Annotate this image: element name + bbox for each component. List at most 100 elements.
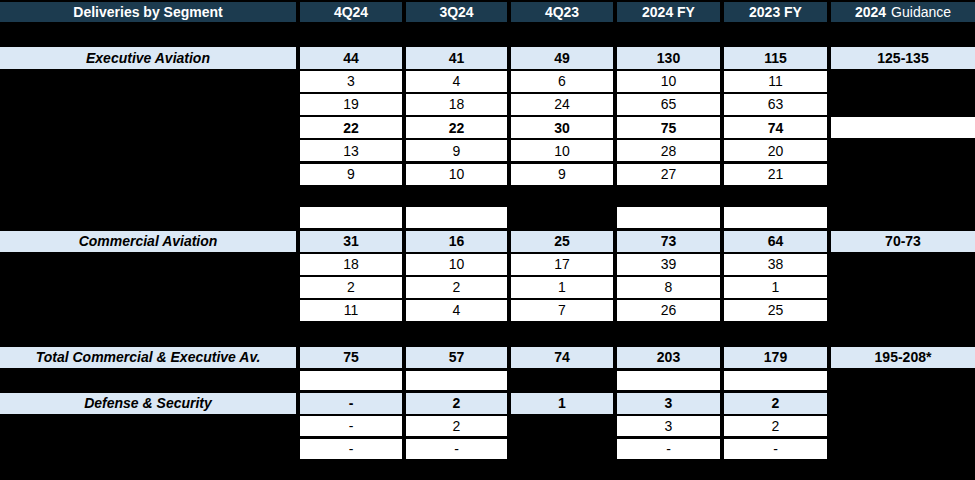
empty-cell <box>300 371 402 391</box>
empty-cell <box>300 207 402 228</box>
data-cell: 30 <box>511 117 613 138</box>
data-cell: 25 <box>511 231 613 252</box>
data-cell: - <box>617 439 720 459</box>
data-cell: 7 <box>511 300 613 321</box>
data-cell: 13 <box>300 140 402 161</box>
data-cell: 18 <box>300 254 402 275</box>
data-cell: 2 <box>406 393 507 414</box>
empty-cell <box>406 207 507 228</box>
data-cell: 63 <box>724 94 827 115</box>
empty-cell <box>724 371 827 391</box>
data-cell: 74 <box>511 347 613 369</box>
col-header-2023fy: 2023 FY <box>724 2 827 22</box>
data-cell: 10 <box>406 164 507 185</box>
data-cell: 8 <box>617 277 720 298</box>
data-cell: - <box>406 439 507 459</box>
guidance-word: Guidance <box>891 5 951 19</box>
data-cell: 2 <box>406 277 507 298</box>
data-cell: 27 <box>617 164 720 185</box>
table-row: 11 4 7 26 25 <box>0 300 975 321</box>
data-cell: 75 <box>617 117 720 138</box>
data-cell: - <box>300 393 402 414</box>
data-cell: 16 <box>406 231 507 252</box>
section-row-total: Total Commercial & Executive Av. 75 57 7… <box>0 347 975 369</box>
data-cell: 2 <box>724 393 827 414</box>
table-row: 18 10 17 39 38 <box>0 254 975 275</box>
data-cell: 17 <box>511 254 613 275</box>
guidance-cell: 70-73 <box>831 231 975 252</box>
empty-cell <box>406 371 507 391</box>
data-cell: 39 <box>617 254 720 275</box>
data-cell: 10 <box>617 71 720 92</box>
table-row: 22 22 30 75 74 <box>0 117 975 138</box>
empty-cell <box>617 207 720 228</box>
data-cell: 130 <box>617 47 720 69</box>
data-cell: 44 <box>300 47 402 69</box>
empty-cell <box>617 371 720 391</box>
data-cell: - <box>300 439 402 459</box>
data-cell: 9 <box>511 164 613 185</box>
table-row: 2 2 1 8 1 <box>0 277 975 298</box>
data-cell: 21 <box>724 164 827 185</box>
data-cell: 179 <box>724 347 827 369</box>
data-cell: 18 <box>406 94 507 115</box>
data-cell: 1 <box>511 277 613 298</box>
data-cell: 1 <box>724 277 827 298</box>
empty-cell <box>831 117 975 138</box>
section-row-commercial-aviation: Commercial Aviation 31 16 25 73 64 70-73 <box>0 231 975 252</box>
data-cell: 57 <box>406 347 507 369</box>
data-cell: 4 <box>406 71 507 92</box>
data-cell: 64 <box>724 231 827 252</box>
data-cell: 75 <box>300 347 402 369</box>
data-cell: 49 <box>511 47 613 69</box>
table-row: 3 4 6 10 11 <box>0 71 975 92</box>
table-title: Deliveries by Segment <box>0 2 296 22</box>
guidance-cell: 195-208* <box>831 347 975 369</box>
data-cell: 6 <box>511 71 613 92</box>
table-row: - 2 3 2 <box>0 416 975 437</box>
col-header-4q24: 4Q24 <box>300 2 402 22</box>
col-header-4q23: 4Q23 <box>511 2 613 22</box>
col-header-2024fy: 2024 FY <box>617 2 720 22</box>
data-cell: 10 <box>406 254 507 275</box>
table-row: 9 10 9 27 21 <box>0 164 975 185</box>
data-cell: 19 <box>300 94 402 115</box>
guidance-cell: 125-135 <box>831 47 975 69</box>
deliveries-table: Deliveries by Segment 4Q24 3Q24 4Q23 202… <box>0 0 975 480</box>
data-cell: 10 <box>511 140 613 161</box>
data-cell: 25 <box>724 300 827 321</box>
data-cell: 4 <box>406 300 507 321</box>
col-header-3q24: 3Q24 <box>406 2 507 22</box>
table-row: 13 9 10 28 20 <box>0 140 975 161</box>
data-cell: 26 <box>617 300 720 321</box>
guidance-year: 2024 <box>855 5 886 19</box>
section-label: Total Commercial & Executive Av. <box>0 347 296 369</box>
spacer-row <box>0 371 975 391</box>
data-cell: 1 <box>511 393 613 414</box>
table-row: - - - - <box>0 439 975 459</box>
spacer-row <box>0 207 975 228</box>
data-cell: 3 <box>617 416 720 437</box>
data-cell: 3 <box>617 393 720 414</box>
data-cell: 31 <box>300 231 402 252</box>
data-cell: 203 <box>617 347 720 369</box>
data-cell: 2 <box>406 416 507 437</box>
data-cell: 65 <box>617 94 720 115</box>
data-cell: 74 <box>724 117 827 138</box>
data-cell: 22 <box>300 117 402 138</box>
data-cell: 11 <box>724 71 827 92</box>
section-row-executive-aviation: Executive Aviation 44 41 49 130 115 125-… <box>0 47 975 69</box>
data-cell: 28 <box>617 140 720 161</box>
data-cell: 2 <box>300 277 402 298</box>
data-cell: - <box>300 416 402 437</box>
data-cell: 9 <box>300 164 402 185</box>
col-header-2024-guidance: 2024 Guidance <box>831 2 975 22</box>
data-cell: 24 <box>511 94 613 115</box>
data-cell: 73 <box>617 231 720 252</box>
data-cell: 38 <box>724 254 827 275</box>
section-label: Defense & Security <box>0 393 296 414</box>
header-row: Deliveries by Segment 4Q24 3Q24 4Q23 202… <box>0 2 975 22</box>
section-label: Executive Aviation <box>0 47 296 69</box>
data-cell: 11 <box>300 300 402 321</box>
data-cell: 9 <box>406 140 507 161</box>
